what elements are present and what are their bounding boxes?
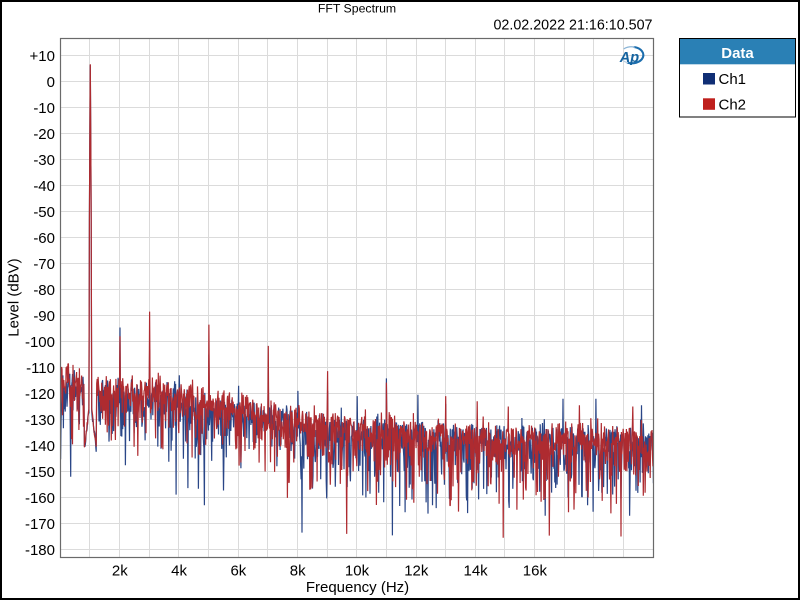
- svg-text:-60: -60: [33, 230, 55, 247]
- svg-text:2k: 2k: [112, 563, 128, 580]
- svg-text:-120: -120: [25, 386, 55, 403]
- svg-text:12k: 12k: [404, 563, 429, 580]
- svg-text:-70: -70: [33, 256, 55, 273]
- svg-text:4k: 4k: [171, 563, 187, 580]
- svg-text:-90: -90: [33, 308, 55, 325]
- svg-text:-20: -20: [33, 126, 55, 143]
- svg-text:10k: 10k: [345, 563, 370, 580]
- svg-text:Ap: Ap: [619, 50, 639, 66]
- svg-text:-80: -80: [33, 282, 55, 299]
- svg-text:-180: -180: [25, 542, 55, 559]
- svg-text:6k: 6k: [230, 563, 246, 580]
- svg-text:Data: Data: [721, 45, 754, 62]
- svg-text:Ch2: Ch2: [719, 97, 747, 114]
- svg-text:14k: 14k: [464, 563, 489, 580]
- svg-text:-40: -40: [33, 178, 55, 195]
- svg-text:02.02.2022 21:16:10.507: 02.02.2022 21:16:10.507: [493, 18, 652, 34]
- svg-text:+10: +10: [30, 48, 55, 65]
- svg-text:-130: -130: [25, 412, 55, 429]
- svg-text:8k: 8k: [290, 563, 306, 580]
- svg-text:-30: -30: [33, 152, 55, 169]
- svg-text:Level (dBV): Level (dBV): [6, 258, 23, 336]
- svg-text:Ch1: Ch1: [719, 71, 747, 88]
- svg-text:Frequency (Hz): Frequency (Hz): [306, 579, 409, 596]
- svg-text:-110: -110: [26, 360, 55, 377]
- svg-text:-140: -140: [25, 438, 55, 455]
- svg-text:0: 0: [47, 74, 55, 91]
- svg-text:-10: -10: [33, 100, 55, 117]
- svg-text:-170: -170: [25, 516, 55, 533]
- svg-text:-50: -50: [33, 204, 55, 221]
- svg-text:16k: 16k: [523, 563, 548, 580]
- svg-text:-160: -160: [25, 490, 55, 507]
- svg-text:FFT Spectrum: FFT Spectrum: [318, 2, 396, 16]
- svg-text:-150: -150: [25, 464, 55, 481]
- svg-text:-100: -100: [25, 334, 55, 351]
